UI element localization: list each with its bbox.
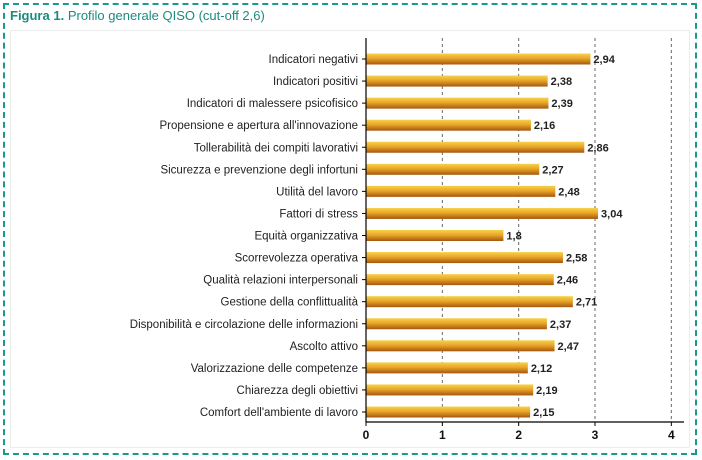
- bar: [366, 362, 528, 374]
- bar: [366, 406, 531, 418]
- category-label: Valorizzazione delle competenze: [191, 363, 358, 375]
- category-label: Chiarezza degli obiettivi: [237, 385, 358, 397]
- bar-value-label: 2,94: [593, 54, 615, 66]
- chart-panel: [10, 30, 690, 448]
- bar: [366, 163, 540, 175]
- bar: [366, 185, 556, 197]
- category-label: Scorrevolezza operativa: [235, 253, 359, 265]
- category-label: Tollerabilità dei compiti lavorativi: [194, 142, 358, 154]
- bar-value-label: 3,04: [601, 208, 623, 220]
- category-label: Indicatori positivi: [273, 76, 358, 88]
- bar: [366, 97, 549, 109]
- bar-value-label: 2,39: [551, 98, 572, 110]
- category-label: Equità organizzativa: [254, 231, 358, 243]
- category-label: Propensione e apertura all'innovazione: [160, 120, 358, 132]
- figure-caption: Profilo generale QISO (cut-off 2,6): [67, 8, 265, 23]
- category-label: Indicatori di malessere psicofisico: [187, 98, 358, 110]
- x-tick-label: 0: [363, 428, 370, 442]
- bar: [366, 318, 547, 330]
- bar-value-label: 2,48: [558, 186, 579, 198]
- bar-value-label: 2,12: [531, 363, 552, 375]
- bar: [366, 75, 548, 87]
- x-tick-label: 1: [439, 428, 446, 442]
- bar: [366, 274, 554, 286]
- x-tick-label: 4: [668, 428, 675, 442]
- figure-number: Figura 1.: [10, 8, 65, 23]
- bar: [366, 296, 573, 308]
- category-label: Utilità del lavoro: [276, 186, 358, 198]
- bar-value-label: 2,38: [551, 76, 572, 88]
- bar-value-label: 2,46: [557, 275, 578, 287]
- bar: [366, 53, 591, 65]
- category-label: Indicatori negativi: [269, 54, 359, 66]
- bar-value-label: 2,16: [534, 120, 555, 132]
- category-label: Ascolto attivo: [290, 341, 358, 353]
- bar-value-label: 1,8: [506, 231, 521, 243]
- category-label: Gestione della conflittualità: [221, 297, 359, 309]
- bar-value-label: 2,15: [533, 407, 554, 419]
- bar: [366, 252, 563, 264]
- bar: [366, 340, 555, 352]
- category-label: Sicurezza e prevenzione degli infortuni: [160, 164, 358, 176]
- category-label: Disponibilità e circolazione delle infor…: [130, 319, 358, 331]
- bar: [366, 207, 599, 219]
- bar-value-label: 2,47: [558, 341, 579, 353]
- bar: [366, 119, 531, 131]
- bar-value-label: 2,37: [550, 319, 571, 331]
- bar-value-label: 2,27: [542, 164, 563, 176]
- figure-title: Figura 1. Profilo generale QISO (cut-off…: [10, 8, 265, 23]
- category-label: Qualità relazioni interpersonali: [203, 275, 358, 287]
- bar-value-label: 2,86: [587, 142, 608, 154]
- bar-value-label: 2,71: [576, 297, 597, 309]
- bar-value-label: 2,58: [566, 253, 587, 265]
- bar-value-label: 2,19: [536, 385, 557, 397]
- category-label: Fattori di stress: [279, 208, 358, 220]
- category-label: Comfort dell'ambiente di lavoro: [200, 407, 358, 419]
- bar: [366, 230, 504, 241]
- x-tick-label: 2: [515, 428, 522, 442]
- figure-frame: [3, 3, 697, 455]
- bar: [366, 384, 534, 396]
- bar: [366, 141, 585, 153]
- x-tick-label: 3: [592, 428, 599, 442]
